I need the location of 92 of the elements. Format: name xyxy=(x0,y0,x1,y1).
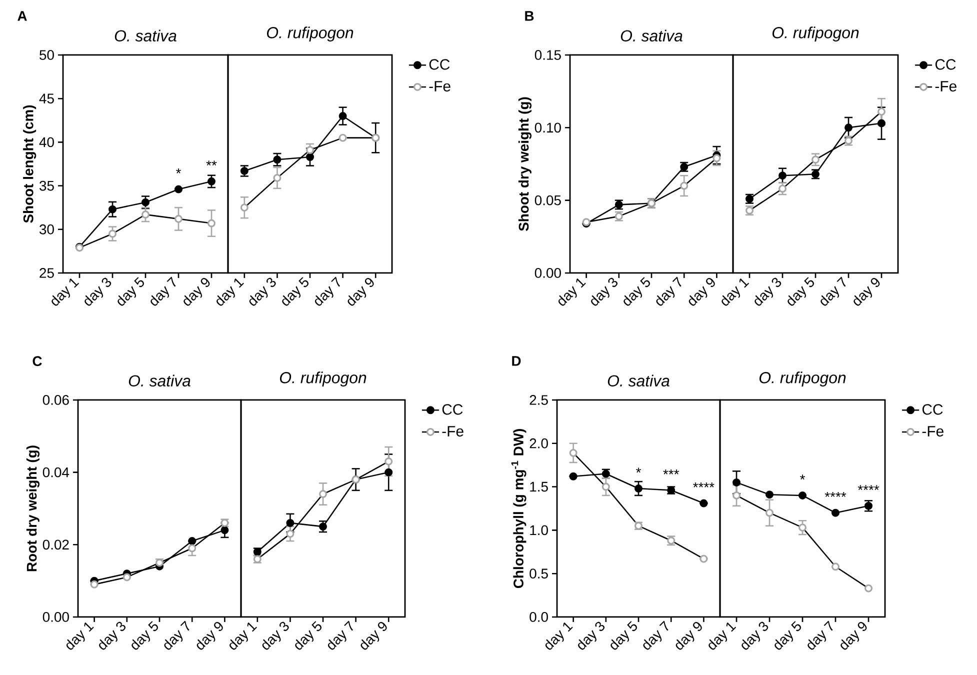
x-tick-label: day 5 xyxy=(118,277,144,306)
y-tick-label: 35 xyxy=(40,180,54,191)
x-tick-label: day 3 xyxy=(578,622,605,650)
legend-label: CC xyxy=(429,59,450,70)
x-tick-label: day 1 xyxy=(722,278,750,306)
x-tick-label: day 9 xyxy=(854,278,880,306)
y-tick-label: 1.0 xyxy=(530,525,548,536)
y-axis-title: Shoot lenght (cm) xyxy=(23,105,36,223)
y-tick-label: 40 xyxy=(39,137,54,148)
x-tick-label: day 5 xyxy=(132,621,158,650)
x-tick-label: day 3 xyxy=(262,622,289,650)
legend-label: CC xyxy=(922,404,943,415)
x-tick-label: day 7 xyxy=(656,276,682,306)
chart-title: O. sativa xyxy=(608,374,670,386)
x-tick-label: day 3 xyxy=(99,622,126,650)
legend-label: -Fe xyxy=(922,426,944,437)
legend-label: CC xyxy=(442,404,463,415)
y-tick-label: 0.0 xyxy=(530,612,548,622)
x-tick-label: day 5 xyxy=(774,621,801,650)
x-tick-label: day 5 xyxy=(624,277,650,306)
y-tick-label: 0.06 xyxy=(42,395,69,405)
x-tick-label: day 7 xyxy=(643,620,668,650)
x-tick-label: day 7 xyxy=(808,620,833,650)
y-axis-title: Root dry weight (g) xyxy=(26,446,40,572)
legend-label: CC xyxy=(935,59,956,70)
chart-title: O. sativa xyxy=(620,30,682,42)
x-tick-label: day 1 xyxy=(230,622,257,650)
y-axis-title: Chlorophyll (g mg$^{-1}$ DW) xyxy=(511,429,526,588)
y-tick-label: 2.5 xyxy=(530,395,548,405)
y-tick-label: 50 xyxy=(40,50,54,60)
legend-label: -Fe xyxy=(935,81,956,92)
y-tick-label: 0.5 xyxy=(530,568,548,579)
y-tick-label: 0.15 xyxy=(534,50,561,60)
y-tick-label: 0.02 xyxy=(42,540,69,550)
annotation: *** xyxy=(663,469,680,474)
y-axis-title: Shoot dry weight (g) xyxy=(518,97,532,231)
x-tick-label: day 3 xyxy=(84,278,112,306)
x-tick-label: day 9 xyxy=(348,278,374,306)
annotation: ** xyxy=(206,160,217,166)
annotation: **** xyxy=(693,482,714,488)
x-tick-label: day 5 xyxy=(610,621,637,650)
legend-label: -Fe xyxy=(442,426,464,437)
y-tick-label: 0.05 xyxy=(534,195,561,206)
y-tick-label: 0.00 xyxy=(534,268,561,278)
x-tick-label: day 7 xyxy=(328,620,354,650)
x-tick-label: day 5 xyxy=(282,277,308,306)
annotation: **** xyxy=(824,492,846,497)
y-tick-label: 0.04 xyxy=(42,467,70,478)
x-tick-label: day 9 xyxy=(196,622,223,650)
y-tick-label: 2.0 xyxy=(530,438,548,448)
y-tick-label: 45 xyxy=(39,94,54,104)
text: C xyxy=(32,356,42,366)
x-tick-label: day 3 xyxy=(754,278,782,306)
annotation: * xyxy=(636,468,642,473)
x-tick-label: day 1 xyxy=(66,622,94,650)
x-tick-label: day 3 xyxy=(249,278,276,306)
x-tick-label: day 1 xyxy=(708,622,736,650)
y-tick-label: 0.00 xyxy=(42,612,69,622)
x-tick-label: day 5 xyxy=(295,621,322,650)
chart-title: O. rufipogon xyxy=(772,26,859,42)
x-tick-label: day 9 xyxy=(676,622,702,650)
x-tick-label: day 5 xyxy=(788,277,814,306)
chart-title: O. rufipogon xyxy=(267,26,354,42)
x-tick-label: day 1 xyxy=(545,622,573,650)
x-tick-label: day 3 xyxy=(742,622,768,650)
chart-title: O. sativa xyxy=(114,30,176,42)
chart-title: O. rufipogon xyxy=(280,372,366,386)
chart-title: O. sativa xyxy=(128,374,190,386)
x-tick-label: day 7 xyxy=(820,276,846,306)
x-tick-label: day 1 xyxy=(216,278,244,306)
annotation: * xyxy=(800,474,806,480)
text: B xyxy=(525,11,534,21)
y-tick-label: 0.10 xyxy=(534,122,561,133)
x-tick-label: day 9 xyxy=(360,622,387,650)
annotation: * xyxy=(176,168,182,174)
x-tick-label: day 9 xyxy=(184,278,210,306)
x-tick-label: day 7 xyxy=(314,276,340,306)
text: A xyxy=(18,11,27,21)
x-tick-label: day 9 xyxy=(840,622,867,650)
chart-title: O. rufipogon xyxy=(760,372,846,386)
x-tick-label: day 9 xyxy=(688,278,715,306)
x-tick-label: day 7 xyxy=(164,620,190,650)
text: D xyxy=(512,356,521,366)
y-tick-label: 1.5 xyxy=(530,482,548,492)
x-tick-label: day 7 xyxy=(150,276,176,306)
annotation: **** xyxy=(858,485,880,490)
x-tick-label: day 1 xyxy=(52,278,80,306)
y-tick-label: 25 xyxy=(40,268,54,278)
x-tick-label: day 1 xyxy=(558,278,586,306)
y-tick-label: 30 xyxy=(40,224,54,234)
x-tick-label: day 3 xyxy=(591,278,618,306)
legend-label: -Fe xyxy=(429,81,450,92)
